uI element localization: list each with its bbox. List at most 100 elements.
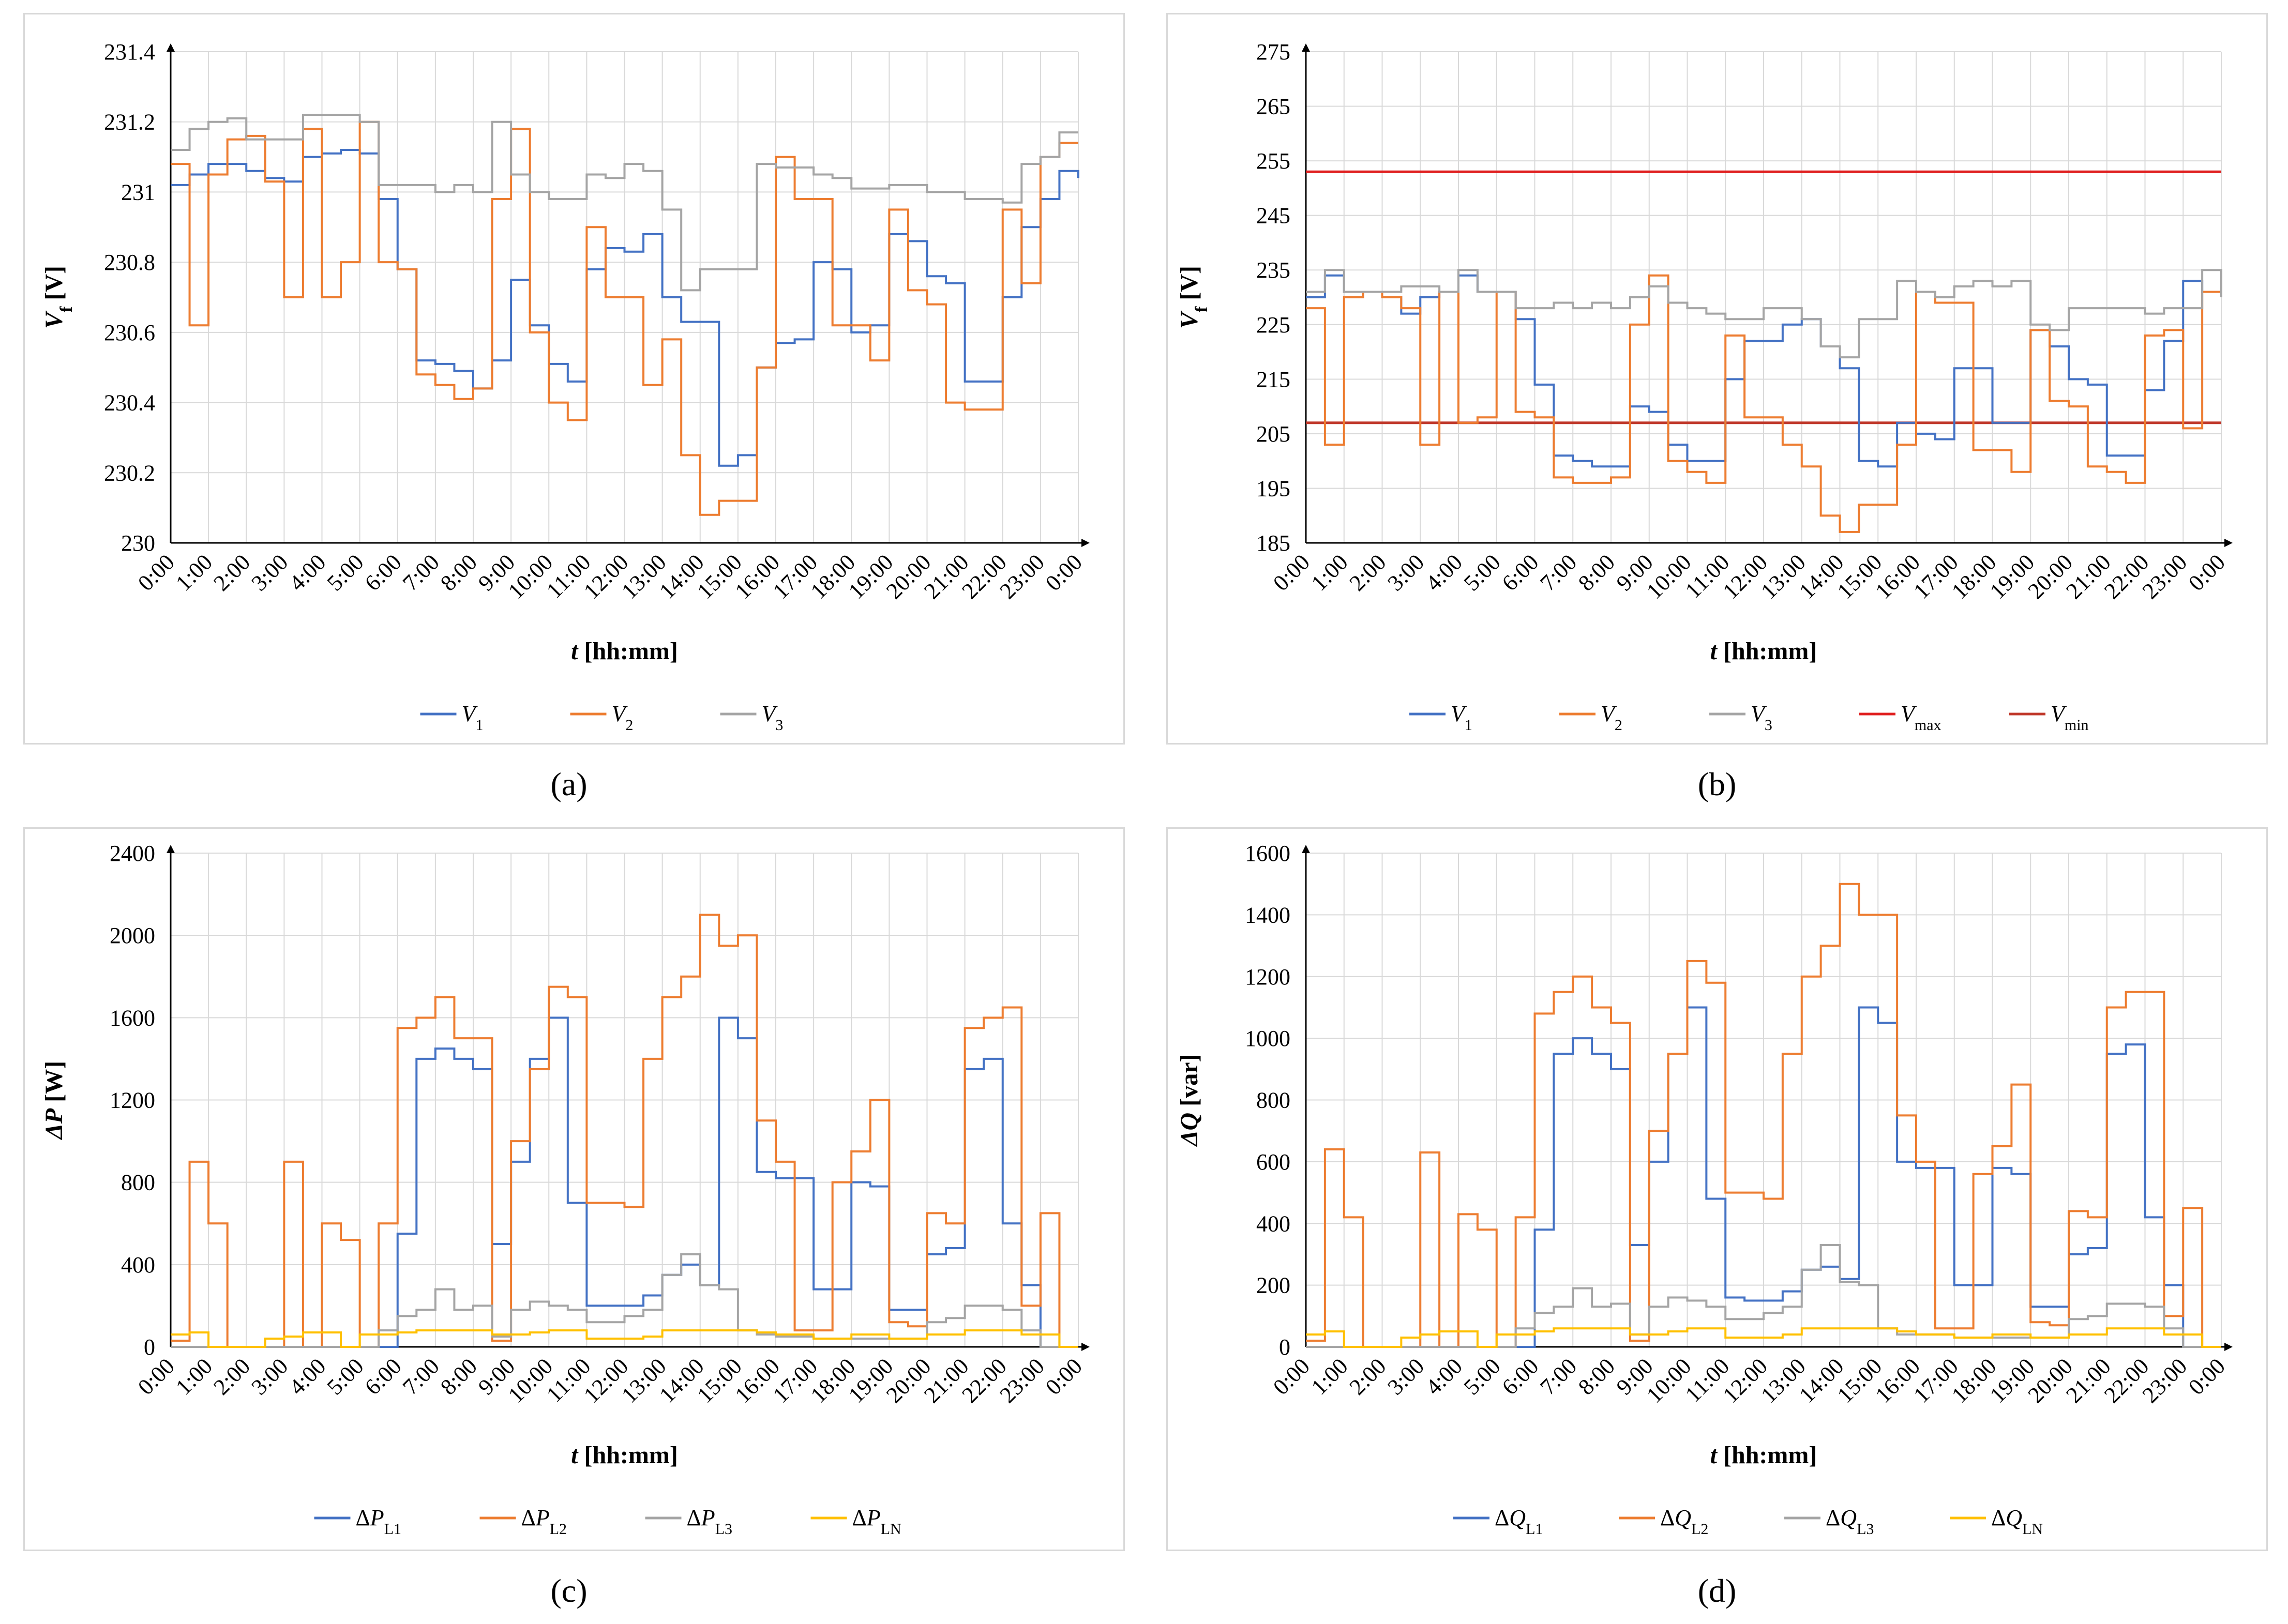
x-tick-label: 0:00 [1268, 1353, 1315, 1400]
legend-label: ΔPL2 [521, 1505, 567, 1538]
y-tick-label: 215 [1256, 367, 1290, 392]
y-tick-label: 265 [1256, 94, 1290, 119]
legend-item: V3 [1709, 701, 1772, 734]
legend-item: ΔPL1 [314, 1505, 402, 1538]
legend-item: ΔQL2 [1619, 1505, 1708, 1538]
legend-label: ΔQL1 [1495, 1505, 1543, 1538]
y-tick-label: 245 [1256, 203, 1290, 229]
panel-label-a: (a) [550, 766, 588, 802]
x-tick-label: 8:00 [1573, 1353, 1620, 1400]
legend-label: V2 [1601, 701, 1622, 734]
y-tick-label: 600 [1256, 1149, 1290, 1175]
x-tick-label: 7:00 [1535, 1353, 1582, 1400]
x-tick-label: 6:00 [1497, 1353, 1544, 1400]
x-axis-title: t [hh:mm] [1710, 1441, 1817, 1469]
y-tick-label: 230.4 [104, 390, 155, 416]
x-tick-label: 1:00 [1306, 1353, 1353, 1400]
y-tick-label: 230.8 [104, 250, 155, 275]
x-tick-label: 12:00 [1718, 1353, 1773, 1408]
y-tick-label: 400 [121, 1252, 155, 1278]
x-tick-label: 14:00 [1794, 1353, 1849, 1408]
y-tick-label: 230.6 [104, 320, 155, 345]
y-tick-label: 235 [1256, 257, 1290, 283]
y-axis-arrow [1302, 43, 1310, 52]
y-tick-label: 400 [1256, 1211, 1290, 1236]
legend-item: V1 [420, 701, 484, 734]
series-line-v2 [171, 120, 1078, 516]
y-tick-label: 2400 [110, 841, 155, 866]
legend-item: ΔQL3 [1784, 1505, 1874, 1538]
legend-item: Vmin [2009, 701, 2089, 734]
legend-item: ΔPL2 [479, 1505, 567, 1538]
y-tick-label: 231.2 [104, 110, 155, 135]
y-tick-label: 255 [1256, 148, 1290, 174]
y-tick-label: 195 [1256, 476, 1290, 501]
y-tick-label: 1200 [110, 1088, 155, 1113]
x-tick-label: 2:00 [1345, 1353, 1391, 1400]
y-tick-label: 1600 [1245, 841, 1290, 866]
x-axis-title: t [hh:mm] [1710, 638, 1817, 665]
legend-item: V3 [720, 701, 783, 734]
y-tick-label: 800 [1256, 1088, 1290, 1113]
legend-item: ΔPL3 [645, 1505, 733, 1538]
y-tick-label: 800 [121, 1170, 155, 1195]
x-tick-label: 3:00 [1382, 1353, 1429, 1400]
y-tick-label: 1200 [1245, 964, 1290, 990]
y-tick-label: 231 [121, 179, 155, 205]
y-tick-label: 1600 [110, 1005, 155, 1030]
legend-label: V1 [1451, 701, 1472, 734]
y-axis-title: ΔP [W] [40, 1061, 68, 1140]
y-tick-label: 0 [1279, 1334, 1290, 1360]
chart-frame-d [1166, 827, 2268, 1551]
series-line-delta-pln [171, 1329, 1078, 1348]
panel-label-b: (b) [1697, 766, 1737, 802]
chart-frame-a [23, 13, 1125, 745]
x-tick-label: 11:00 [1680, 1353, 1734, 1407]
x-axis-arrow [2224, 539, 2233, 547]
x-tick-label: 10:00 [1642, 1353, 1696, 1408]
series-line-delta-pl3 [171, 1253, 1078, 1348]
x-tick-label: 5:00 [1459, 1353, 1506, 1400]
y-tick-label: 1000 [1245, 1026, 1290, 1051]
x-tick-label: 17:00 [1908, 1353, 1963, 1408]
legend-label: V2 [612, 701, 634, 734]
x-tick-label: 0:00 [2184, 1353, 2230, 1400]
y-tick-label: 230.2 [104, 460, 155, 485]
x-axis-arrow [2224, 1343, 2233, 1351]
y-tick-label: 200 [1256, 1273, 1290, 1298]
panel-label-c: (c) [550, 1572, 588, 1609]
series-line-delta-ql2 [1306, 883, 2221, 1348]
legend-label: ΔPL1 [356, 1505, 402, 1538]
series-line-v1 [171, 149, 1079, 467]
y-tick-label: 275 [1256, 39, 1290, 65]
x-tick-label: 20:00 [2023, 1353, 2078, 1408]
y-axis-arrow [167, 845, 175, 853]
y-tick-label: 231.4 [104, 39, 155, 65]
legend-label: V3 [1751, 701, 1772, 734]
y-axis-arrow [167, 43, 175, 52]
legend-item: ΔQLN [1950, 1505, 2043, 1538]
y-tick-label: 205 [1256, 421, 1290, 447]
y-tick-label: 185 [1256, 530, 1290, 556]
x-tick-label: 21:00 [2061, 1353, 2116, 1408]
y-tick-label: 225 [1256, 312, 1290, 338]
legend-item: V2 [570, 701, 634, 734]
chart-frame-c [23, 827, 1125, 1551]
x-axis-title: t [hh:mm] [571, 638, 678, 665]
legend-label: ΔPL3 [687, 1505, 733, 1538]
y-tick-label: 1400 [1245, 902, 1290, 928]
y-axis-title: ΔQ [var] [1176, 1054, 1203, 1147]
x-tick-label: 23:00 [2138, 1353, 2192, 1408]
legend-item: ΔQL1 [1453, 1505, 1543, 1538]
gridlines [1305, 853, 2222, 1347]
y-axis-title: Vf [V] [40, 266, 76, 329]
series-line-delta-qln [1306, 1327, 2221, 1348]
x-axis-arrow [1081, 1343, 1090, 1351]
legend-label: ΔPLN [852, 1505, 901, 1538]
panel-label-d: (d) [1697, 1572, 1737, 1609]
legend-label: V1 [462, 701, 484, 734]
